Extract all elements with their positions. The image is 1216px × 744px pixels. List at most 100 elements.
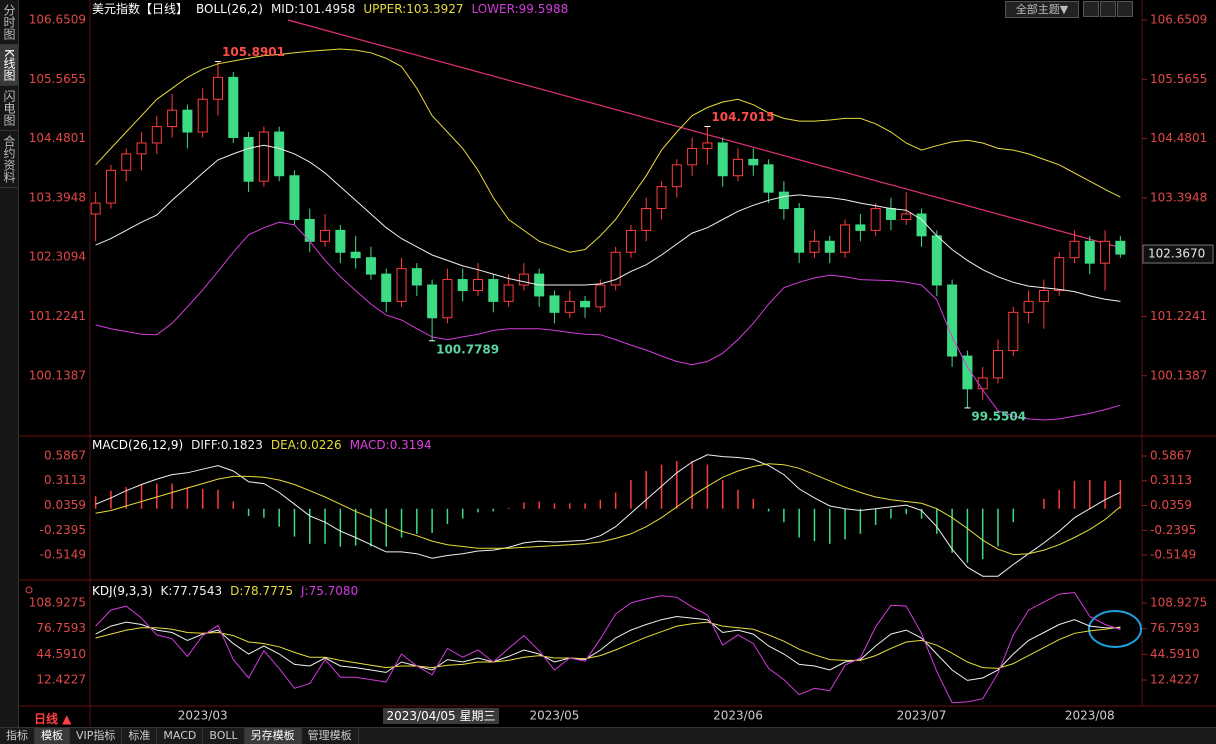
candle-body <box>625 229 636 253</box>
y-tick-label: 106.6509 <box>29 12 86 26</box>
side-tab[interactable]: 分时图 <box>0 0 18 45</box>
y-tick-label: 103.3948 <box>1150 190 1207 204</box>
side-tab[interactable]: K线图 <box>0 45 18 86</box>
bottom-tab[interactable]: 另存模板 <box>244 728 302 744</box>
side-tab[interactable]: 合约资料 <box>0 131 18 188</box>
x-tick-label: 2023/07 <box>897 709 947 723</box>
candle-body <box>870 208 881 231</box>
y-tick-label: 0.5867 <box>44 448 86 462</box>
candle-body <box>656 186 667 210</box>
candle-body <box>702 142 713 149</box>
candle-body <box>381 273 392 302</box>
candle-body <box>1054 257 1065 291</box>
y-tick-label: -0.2395 <box>1150 523 1196 537</box>
bottom-tab[interactable]: 管理模板 <box>302 728 359 744</box>
candle-body <box>289 175 300 220</box>
panel-title: KDJ(9,3,3) <box>92 584 153 598</box>
last-price-tag <box>1142 244 1214 264</box>
candle-body <box>717 142 728 177</box>
y-tick-label: 100.1387 <box>1150 368 1207 382</box>
candle-body <box>503 284 514 302</box>
candle-body <box>105 169 116 204</box>
x-tick-label: 2023/03 <box>178 709 228 723</box>
indicator-name: BOLL(26,2) <box>196 2 263 16</box>
low-annotation: 99.5504 <box>971 409 1026 423</box>
sidebar: 分时图 K线图 闪电图 合约资料 <box>0 0 19 727</box>
panel-title: MACD(26,12,9) <box>92 438 184 452</box>
bottom-tab[interactable]: MACD <box>157 728 204 744</box>
bottom-tabs: 指标 模板 VIP指标 标准 MACD BOLL 另存模板 管理模板 <box>0 727 1216 744</box>
candle-body <box>748 158 759 166</box>
candle-body <box>824 240 835 253</box>
candle-body <box>763 164 774 193</box>
candle-body <box>1100 240 1111 264</box>
series-line <box>95 48 1121 253</box>
legend-entry: MID:101.4958 <box>270 2 356 16</box>
y-tick-label: 44.5910 <box>36 647 86 661</box>
kdj-header: KDJ(9,3,3) K:77.7543 D:78.7775 J:75.7080 <box>92 583 358 599</box>
series-line <box>95 144 1121 302</box>
highlight-circle <box>1088 610 1142 648</box>
bottom-tab[interactable]: 指标 <box>0 728 35 744</box>
cursor-date: 2023/04/05 星期三 <box>383 708 499 724</box>
series-line <box>95 454 1121 577</box>
legend-entry: LOWER:99.5988 <box>471 2 569 16</box>
y-tick-label: 102.3094 <box>29 250 86 264</box>
bottom-tab[interactable]: 标准 <box>122 728 158 744</box>
candle-body <box>733 158 743 177</box>
series-line <box>95 463 1121 556</box>
y-tick-label: 104.4801 <box>29 131 86 145</box>
theme-menu[interactable]: 全部主题▼ <box>1005 1 1079 18</box>
candle-body <box>809 240 820 253</box>
candle-body <box>580 300 591 308</box>
y-tick-label: 106.6509 <box>1150 12 1207 26</box>
legend-entry: K:77.7543 <box>160 584 223 598</box>
y-tick-label: 0.5867 <box>1150 448 1192 462</box>
period-label[interactable]: 日线 ▲ <box>34 712 72 726</box>
candle-body <box>396 268 407 302</box>
candle-body <box>136 142 147 155</box>
bottom-tab[interactable]: BOLL <box>203 728 245 744</box>
y-tick-label: 104.4801 <box>1150 131 1207 145</box>
y-tick-label: 101.2241 <box>1150 309 1207 323</box>
icon-button[interactable] <box>1100 1 1116 17</box>
icon-button[interactable] <box>1083 1 1099 17</box>
candle-body <box>778 191 789 210</box>
y-tick-label: 44.5910 <box>1150 647 1200 661</box>
y-tick-label: 0.3113 <box>1150 473 1192 487</box>
low-annotation: 100.7789 <box>436 342 499 356</box>
candle-body <box>335 229 346 253</box>
candle-body <box>1023 300 1034 313</box>
price-header: 美元指数【日线】 BOLL(26,2) MID:101.4958 UPPER:10… <box>92 1 568 17</box>
settings-icon[interactable] <box>25 586 33 594</box>
y-tick-label: 103.3948 <box>29 190 86 204</box>
candle-body <box>243 137 254 182</box>
candle-body <box>901 213 912 220</box>
y-tick-label: -0.5149 <box>1150 548 1196 562</box>
candle-body <box>427 284 438 319</box>
candle-body <box>855 224 866 231</box>
y-tick-label: 0.0359 <box>1150 498 1192 512</box>
y-tick-label: 76.7593 <box>1150 621 1200 635</box>
legend-entry: UPPER:103.3927 <box>363 2 464 16</box>
high-annotation: 105.8901 <box>222 45 285 59</box>
candle-body <box>320 229 331 242</box>
candle-body <box>993 350 1003 379</box>
candle-body <box>564 300 575 313</box>
candle-body <box>1115 240 1126 255</box>
x-tick-label: 2023/05 <box>530 709 580 723</box>
high-annotation: 104.7015 <box>711 110 774 124</box>
bottom-tab[interactable]: 模板 <box>35 728 70 744</box>
chart-title: 美元指数【日线】 <box>92 2 189 16</box>
candle-body <box>1038 289 1049 302</box>
candle-body <box>1084 240 1095 264</box>
candle-body <box>977 377 988 390</box>
candle-body <box>90 202 101 215</box>
candle-body <box>442 279 453 319</box>
side-tab[interactable]: 闪电图 <box>0 86 18 131</box>
icon-button[interactable] <box>1117 1 1133 17</box>
bottom-tab[interactable]: VIP指标 <box>70 728 123 744</box>
candle-body <box>595 284 606 308</box>
candle-body <box>365 257 376 275</box>
